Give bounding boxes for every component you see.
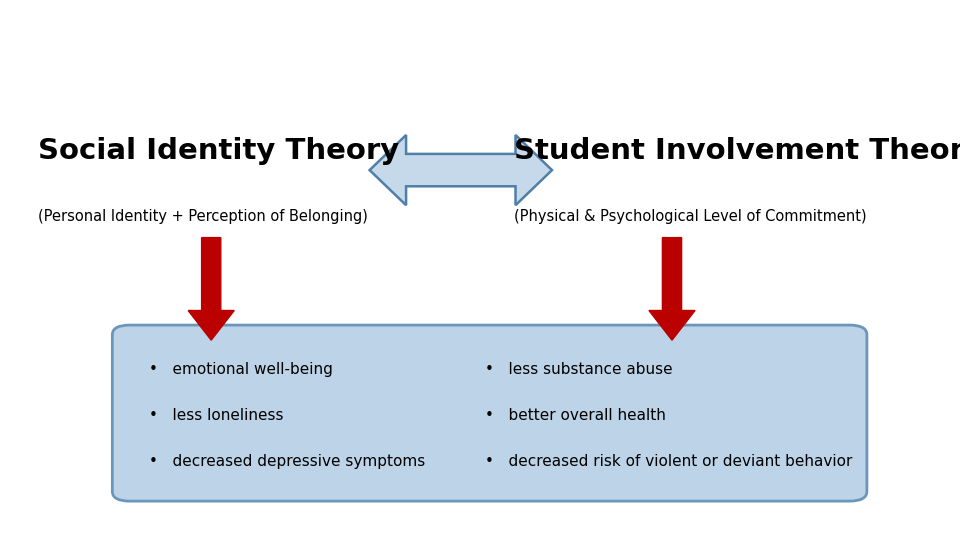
Text: •   decreased depressive symptoms: • decreased depressive symptoms (149, 454, 425, 469)
Text: Social Identity Theory: Social Identity Theory (38, 137, 399, 165)
Polygon shape (370, 135, 552, 205)
FancyArrow shape (649, 238, 695, 340)
Text: (Personal Identity + Perception of Belonging): (Personal Identity + Perception of Belon… (38, 208, 369, 224)
Text: Student Involvement Theory: Student Involvement Theory (514, 137, 960, 165)
Text: •   emotional well-being: • emotional well-being (149, 362, 333, 377)
Text: •   decreased risk of violent or deviant behavior: • decreased risk of violent or deviant b… (485, 454, 852, 469)
Text: •   less loneliness: • less loneliness (149, 408, 283, 423)
Text: •   less substance abuse: • less substance abuse (485, 362, 672, 377)
FancyArrow shape (188, 238, 234, 340)
FancyBboxPatch shape (112, 325, 867, 501)
Text: (Physical & Psychological Level of Commitment): (Physical & Psychological Level of Commi… (514, 208, 866, 224)
Text: •   better overall health: • better overall health (485, 408, 665, 423)
